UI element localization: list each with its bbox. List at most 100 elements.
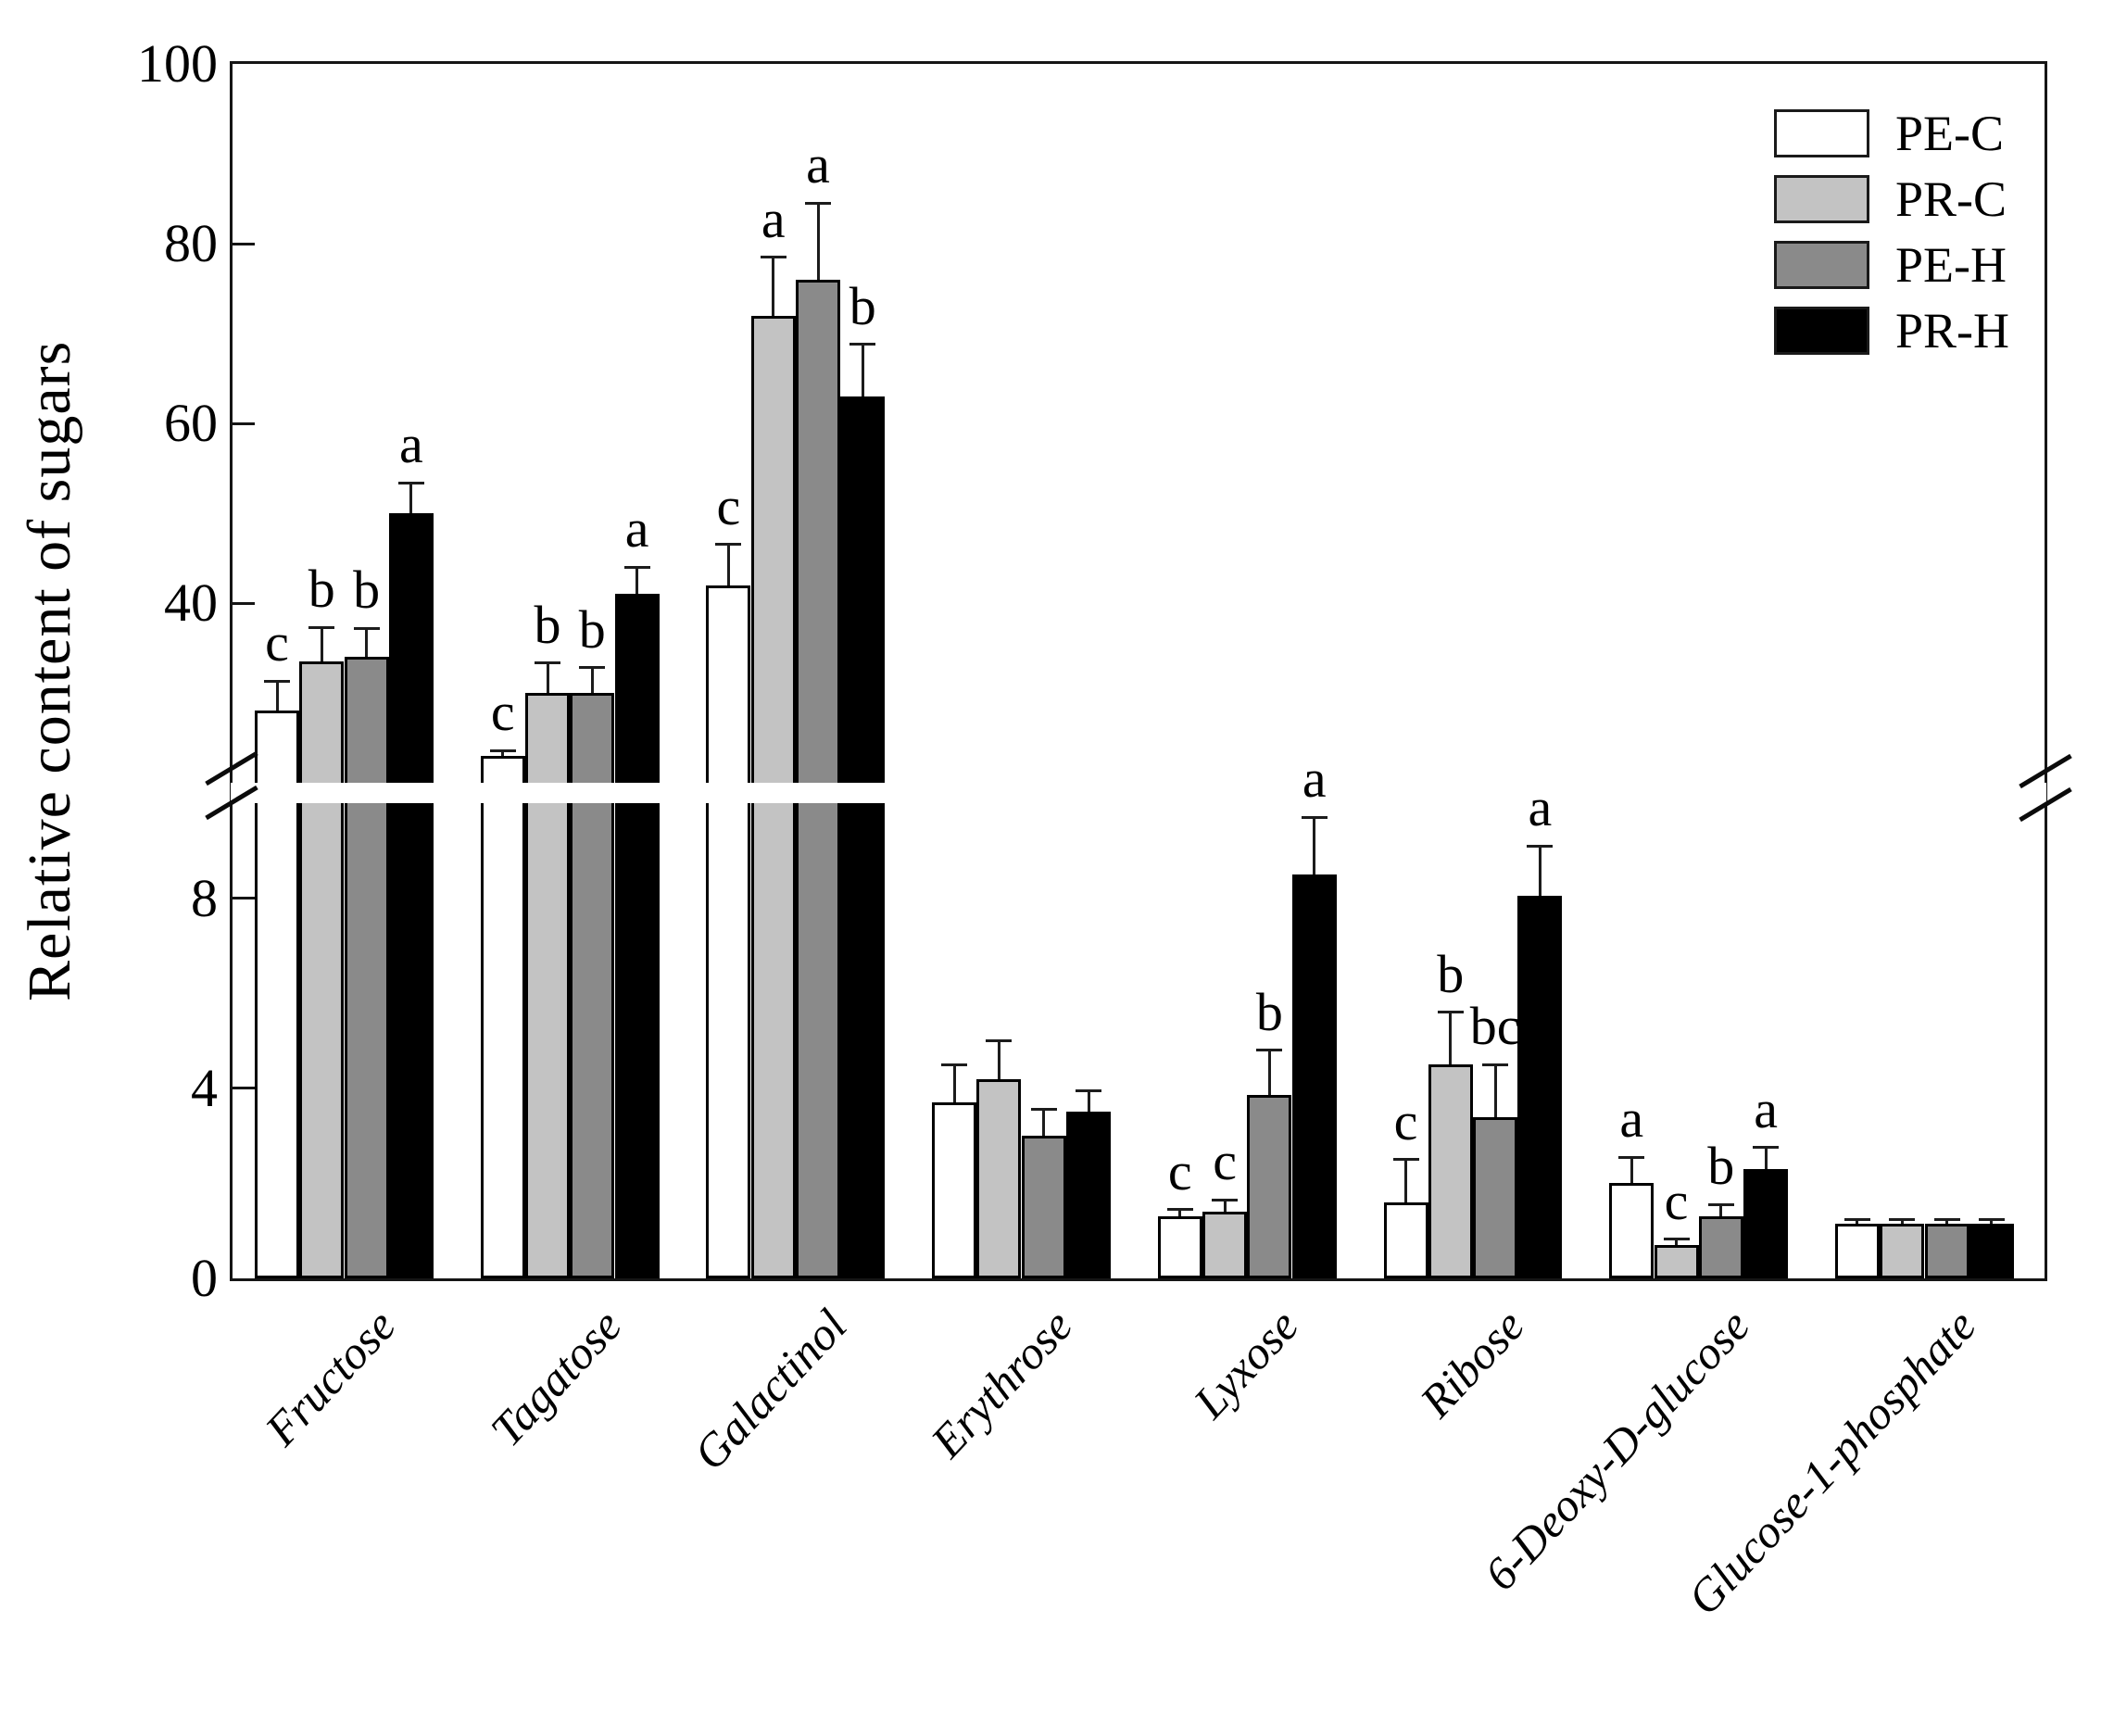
error-bar-PE-C-Erythrose <box>952 1064 956 1103</box>
bar-PR-H-Fructose <box>388 513 434 1278</box>
bar-PE-C-Galactinol <box>706 585 751 1278</box>
bar-PE-C-Lyxose <box>1157 1216 1202 1278</box>
legend-label-PR-H: PR-H <box>1895 303 2010 359</box>
sig-letter-PE-C-Galactinol: c <box>716 475 741 536</box>
y-tick-4 <box>233 1087 255 1090</box>
bar-PR-H-Ribose <box>1517 896 1563 1278</box>
y-tick-label-100: 100 <box>137 33 218 94</box>
x-category-label-Galactinol: Galactinol <box>683 1299 857 1480</box>
sig-letter-PR-C-Lyxose: c <box>1213 1131 1237 1192</box>
error-bar-PR-C-Glucose-1-phosphate <box>1900 1219 1904 1224</box>
bar-PE-C-Ribose <box>1383 1201 1428 1278</box>
error-bar-cap-PR-H-6-Deoxy-D-glucose <box>1753 1146 1780 1150</box>
x-category-label-Tagatose: Tagatose <box>480 1299 631 1456</box>
bar-PE-C-6-Deoxy-D-glucose <box>1609 1183 1655 1278</box>
sig-letter-PR-H-Tagatose: a <box>624 498 649 560</box>
error-bar-PR-C-Ribose <box>1449 1012 1453 1065</box>
sig-letter-PE-H-Lyxose: b <box>1255 981 1283 1042</box>
error-bar-PE-C-Lyxose <box>1178 1209 1182 1217</box>
error-bar-cap-PR-C-Erythrose <box>986 1039 1013 1042</box>
sig-letter-PR-H-6-Deoxy-D-glucose: a <box>1754 1078 1778 1139</box>
x-category-label-Erythrose: Erythrose <box>921 1299 1083 1467</box>
legend-item-PE-H: PE-H <box>1774 240 2007 290</box>
error-bar-cap-PE-H-Lyxose <box>1256 1049 1283 1052</box>
sig-letter-PR-H-Fructose: a <box>399 414 423 475</box>
bar-PR-H-Erythrose <box>1066 1112 1111 1278</box>
y-tick-8 <box>233 897 255 900</box>
sig-letter-PR-C-Galactinol: a <box>761 188 786 249</box>
error-bar-cap-PR-H-Glucose-1-phosphate <box>1978 1218 2005 1222</box>
sig-letter-PE-C-Ribose: c <box>1393 1090 1418 1151</box>
error-bar-PR-H-Galactinol <box>861 344 864 396</box>
error-bar-cap-PR-H-Ribose <box>1527 844 1554 848</box>
error-bar-PE-C-Galactinol <box>726 544 730 585</box>
sig-letter-PR-H-Galactinol: b <box>849 275 876 336</box>
legend-swatch-PR-H <box>1774 307 1869 355</box>
error-bar-PR-H-6-Deoxy-D-glucose <box>1764 1147 1768 1169</box>
error-bar-PR-C-Fructose <box>320 627 323 662</box>
error-bar-PR-H-Erythrose <box>1087 1090 1090 1113</box>
error-bar-PR-H-Fructose <box>409 483 413 513</box>
bar-PE-H-Fructose <box>344 657 389 1278</box>
sig-letter-PR-C-Tagatose: b <box>534 594 561 655</box>
error-bar-cap-PE-H-Erythrose <box>1030 1108 1057 1112</box>
bar-PE-H-Ribose <box>1473 1116 1518 1278</box>
error-bar-cap-PR-H-Erythrose <box>1076 1088 1101 1092</box>
sig-letter-PE-H-Tagatose: b <box>578 598 606 660</box>
bar-PR-C-Glucose-1-phosphate <box>1880 1224 1925 1278</box>
sig-letter-PR-C-Ribose: b <box>1437 943 1465 1004</box>
error-bar-PR-H-Lyxose <box>1313 817 1316 874</box>
sig-letter-PE-C-Fructose: c <box>265 612 289 673</box>
error-bar-cap-PR-H-Galactinol <box>849 343 876 346</box>
bar-PR-C-Erythrose <box>976 1078 1022 1278</box>
sig-letter-PE-H-Fructose: b <box>353 560 381 621</box>
error-bar-PE-C-Glucose-1-phosphate <box>1856 1219 1859 1224</box>
error-bar-cap-PR-H-Lyxose <box>1301 815 1328 819</box>
bar-PE-C-Erythrose <box>932 1102 977 1278</box>
x-category-label-Fructose: Fructose <box>255 1299 406 1455</box>
error-bar-cap-PR-H-Tagatose <box>623 565 650 569</box>
legend-item-PR-H: PR-H <box>1774 303 2010 359</box>
bar-PR-C-Fructose <box>299 661 345 1278</box>
y-tick-40 <box>233 601 255 605</box>
error-bar-PR-C-Tagatose <box>546 662 549 693</box>
error-bar-PE-C-Tagatose <box>501 750 505 756</box>
error-bar-PR-H-Ribose <box>1538 846 1541 897</box>
error-bar-cap-PE-C-Fructose <box>264 679 290 683</box>
error-bar-PE-H-Lyxose <box>1267 1050 1271 1096</box>
error-bar-cap-PE-C-Glucose-1-phosphate <box>1843 1218 1870 1222</box>
error-bar-cap-PR-C-Galactinol <box>760 256 786 259</box>
sig-letter-PE-C-Tagatose: c <box>490 682 515 743</box>
bar-PR-H-Glucose-1-phosphate <box>1969 1224 2014 1278</box>
error-bar-cap-PE-C-Lyxose <box>1166 1208 1193 1212</box>
sig-letter-PR-C-Fructose: b <box>308 559 335 620</box>
error-bar-PE-H-Ribose <box>1493 1064 1497 1117</box>
bar-PE-H-6-Deoxy-D-glucose <box>1698 1216 1743 1278</box>
error-bar-PR-C-Galactinol <box>772 257 775 316</box>
error-bar-PE-C-Ribose <box>1404 1159 1407 1202</box>
error-bar-cap-PR-H-Fructose <box>397 481 424 484</box>
error-bar-cap-PE-C-6-Deoxy-D-glucose <box>1618 1155 1645 1159</box>
sig-letter-PE-H-Ribose: bc <box>1469 996 1521 1057</box>
y-tick-label-60: 60 <box>164 393 218 453</box>
error-bar-PR-C-Erythrose <box>997 1040 1000 1079</box>
error-bar-cap-PR-C-6-Deoxy-D-glucose <box>1663 1238 1690 1241</box>
error-bar-cap-PE-H-6-Deoxy-D-glucose <box>1707 1202 1734 1206</box>
legend-label-PE-C: PE-C <box>1895 106 2005 161</box>
legend-swatch-PE-C <box>1774 109 1869 157</box>
error-bar-PE-C-Fructose <box>275 681 279 711</box>
sig-letter-PE-C-6-Deoxy-D-glucose: a <box>1619 1088 1644 1150</box>
bar-PR-H-Galactinol <box>840 396 886 1278</box>
bar-PE-C-Glucose-1-phosphate <box>1834 1224 1880 1278</box>
sig-letter-PR-H-Lyxose: a <box>1302 748 1327 810</box>
sig-letter-PR-C-6-Deoxy-D-glucose: c <box>1664 1170 1689 1231</box>
bar-PR-H-Lyxose <box>1291 874 1337 1278</box>
bar-PR-C-Tagatose <box>525 693 570 1278</box>
error-bar-cap-PR-C-Glucose-1-phosphate <box>1889 1218 1916 1222</box>
error-bar-cap-PE-H-Glucose-1-phosphate <box>1933 1218 1960 1222</box>
sig-letter-PE-H-6-Deoxy-D-glucose: b <box>1707 1136 1735 1197</box>
y-tick-label-40: 40 <box>164 572 218 633</box>
y-tick-60 <box>233 421 255 425</box>
bar-PR-C-Lyxose <box>1202 1212 1248 1278</box>
